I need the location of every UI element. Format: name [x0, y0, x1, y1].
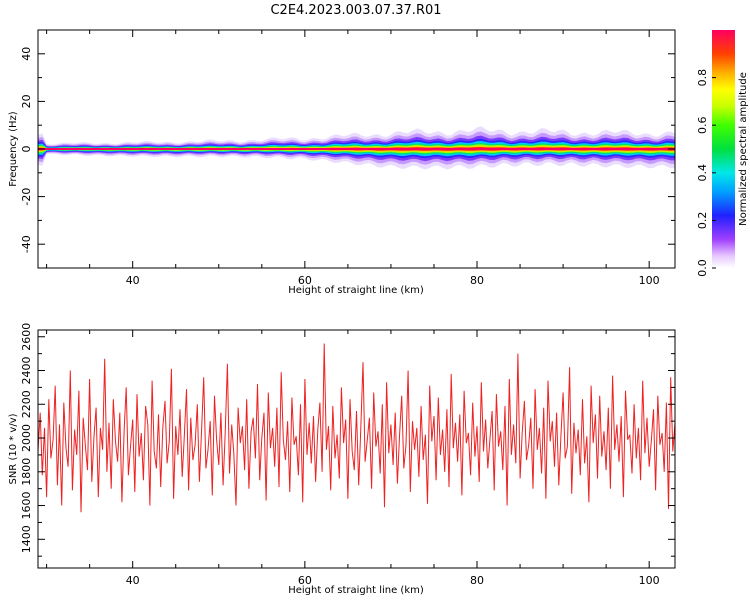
x-tick-label: 60: [298, 574, 312, 587]
snr-panel: 40 60 80 100 1400 1600 1800 2000 2200 2400 2600 He…: [8, 323, 676, 596]
colorbar-tick-label: 0.8: [696, 69, 709, 87]
x-tick-label: 100: [639, 274, 660, 287]
spectrogram-heatmap: [38, 126, 675, 170]
x-tick-label: 60: [298, 274, 312, 287]
x-tick-label: 80: [470, 574, 484, 587]
colorbar-gradient: [712, 30, 735, 268]
y-tick-label: 2600: [20, 323, 33, 351]
y-tick-label: 0: [20, 146, 33, 153]
colorbar-tick-label: 0.6: [696, 116, 709, 134]
colorbar: 0.0 0.2 0.4 0.6 0.8 Normalized spectral ampl…: [696, 30, 749, 277]
snr-series-line: [38, 343, 675, 513]
colorbar-label: Normalized spectral amplitude: [738, 72, 749, 226]
snr-xlabel: Height of straight line (km): [288, 585, 424, 596]
colorbar-tick-label: 0.4: [696, 164, 709, 182]
x-tick-label: 100: [639, 574, 660, 587]
y-tick-label: 40: [20, 47, 33, 61]
spectrogram-ylabel: Frequency (Hz): [8, 111, 19, 187]
y-tick-label: 20: [20, 94, 33, 108]
figure-title: C2E4.2023.003.07.37.R01: [270, 3, 441, 18]
spectrogram-panel: 40 60 80 100 -40 -20 0 20 40 Height of straight …: [8, 29, 676, 296]
snr-ylabel: SNR (10 * v/v): [8, 413, 19, 484]
y-tick-label: 2400: [20, 357, 33, 385]
y-tick-label: 1800: [20, 458, 33, 486]
y-tick-label: 1600: [20, 492, 33, 520]
snr-axes: 40 60 80 100 1400 1600 1800 2000 2200 2400 2600: [20, 323, 675, 587]
colorbar-ticks: 0.0 0.2 0.4 0.6 0.8: [696, 69, 716, 277]
colorbar-tick-label: 0.2: [696, 212, 709, 230]
colorbar-tick-label: 0.0: [696, 259, 709, 277]
y-tick-label: 1400: [20, 525, 33, 553]
x-tick-label: 80: [470, 274, 484, 287]
x-tick-label: 40: [126, 274, 140, 287]
spectrogram-xlabel: Height of straight line (km): [288, 285, 424, 296]
x-tick-label: 40: [126, 574, 140, 587]
y-tick-label: 2200: [20, 390, 33, 418]
snr-frame: [37, 329, 676, 569]
y-tick-label: -20: [20, 188, 33, 206]
y-tick-label: -40: [20, 235, 33, 253]
spectrogram-axes: 40 60 80 100 -40 -20 0 20 40: [20, 29, 675, 287]
y-tick-label: 2000: [20, 424, 33, 452]
